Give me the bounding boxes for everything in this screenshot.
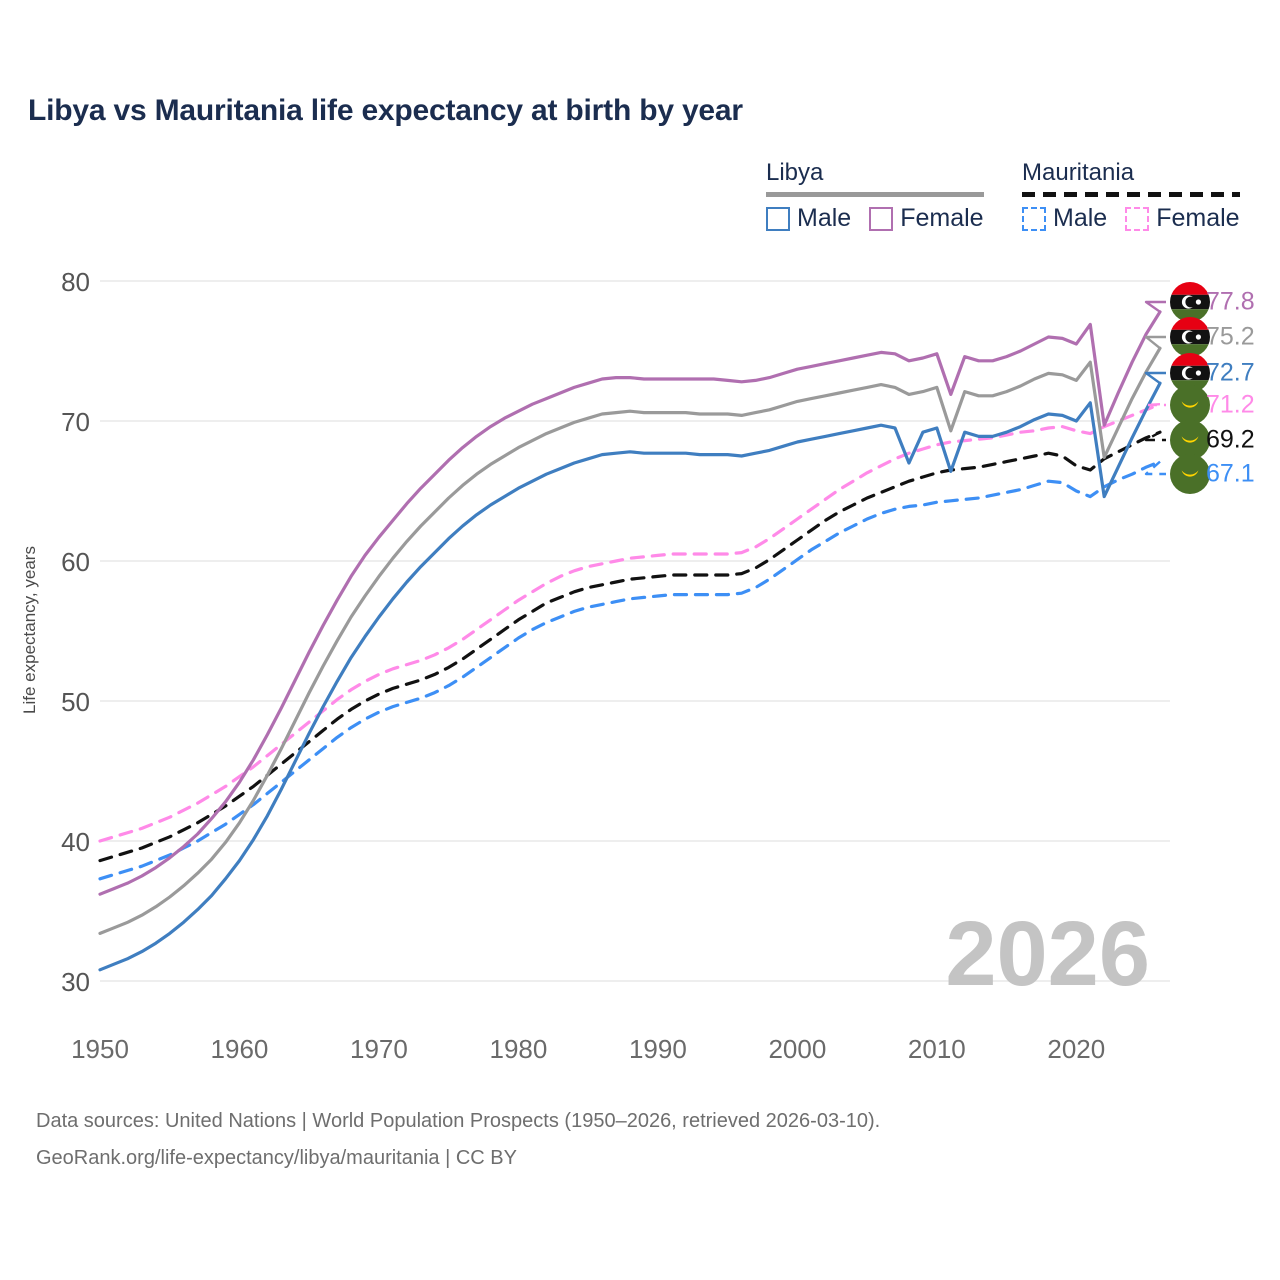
legend-group-mauritania: Mauritania Male Female [1022, 160, 1240, 231]
end-value-mauritania-male: 67.1 [1206, 460, 1255, 488]
y-axis-ticks: 30 40 50 60 70 80 [61, 267, 90, 997]
end-value-mauritania-female: 71.2 [1206, 391, 1255, 419]
end-value-libya-total: 75.2 [1206, 323, 1255, 351]
leader-line-mauritania-male [1144, 460, 1166, 476]
y-tick-label: 40 [61, 827, 90, 857]
legend-item-mauritania-female[interactable]: Female [1125, 204, 1240, 233]
x-tick-label: 1980 [489, 1034, 547, 1064]
page-title: Libya vs Mauritania life expectancy at b… [28, 94, 743, 127]
y-tick-label: 70 [61, 407, 90, 437]
flag-icon-libya [1170, 317, 1210, 357]
legend-country-libya: Libya [766, 159, 824, 186]
footer-line-1: Data sources: United Nations | World Pop… [36, 1110, 881, 1132]
footer-line-2: GeoRank.org/life-expectancy/libya/maurit… [36, 1147, 517, 1169]
leader-line-mauritania-total [1144, 431, 1166, 442]
end-value-mauritania-total: 69.2 [1206, 426, 1255, 454]
footer-credits: Data sources: United Nations | World Pop… [36, 1103, 880, 1177]
legend-item-libya-male[interactable]: Male [766, 206, 851, 231]
legend-rule-libya [766, 192, 984, 198]
leader-lines-group [1144, 300, 1166, 476]
legend-swatch-mauritania-male [1022, 206, 1046, 231]
leader-line-libya-male [1144, 371, 1166, 385]
watermark-text: 2026 [945, 903, 1150, 1005]
series-line-mauritania-male [98, 460, 1162, 881]
y-tick-label: 30 [61, 967, 90, 997]
flag-icon-mauritania [1170, 454, 1210, 494]
series-line-libya-female [98, 310, 1162, 896]
legend-label-mauritania-male: Male [1053, 204, 1108, 233]
series-line-mauritania-total [98, 430, 1162, 863]
legend-label-mauritania-female: Female [1156, 204, 1240, 233]
flag-icon-libya [1170, 282, 1210, 322]
flag-icon-mauritania [1170, 420, 1210, 460]
legend-label-libya-male: Male [797, 204, 852, 233]
series-line-libya-total [98, 346, 1162, 935]
leader-line-libya-total [1144, 335, 1166, 350]
y-tick-label: 60 [61, 547, 90, 577]
legend-swatch-libya-female [869, 206, 894, 231]
legend-item-mauritania-male[interactable]: Male [1022, 206, 1107, 231]
series-line-libya-male [98, 381, 1162, 972]
legend-rule-mauritania [1022, 192, 1240, 198]
legend-country-mauritania: Mauritania [1022, 159, 1135, 186]
y-tick-label: 80 [61, 267, 90, 297]
end-value-libya-female: 77.8 [1206, 288, 1255, 316]
end-value-libya-male: 72.7 [1206, 359, 1255, 387]
x-tick-label: 1970 [350, 1034, 408, 1064]
legend-swatch-libya-male [766, 206, 790, 231]
legend-item-libya-female[interactable]: Female [869, 204, 984, 233]
leader-line-libya-female [1144, 300, 1166, 313]
legend-label-libya-female: Female [900, 204, 984, 233]
gridlines [100, 280, 1170, 982]
x-tick-label: 2020 [1047, 1034, 1105, 1064]
x-tick-label: 1960 [211, 1034, 269, 1064]
leader-line-mauritania-female [1144, 403, 1166, 407]
x-tick-label: 2010 [908, 1034, 966, 1064]
legend-group-libya: Libya Male Female [766, 160, 984, 231]
year-watermark: 2026 [945, 903, 1150, 1005]
flag-icon-mauritania [1170, 385, 1210, 425]
x-tick-label: 1950 [71, 1034, 129, 1064]
x-tick-label: 2000 [768, 1034, 826, 1064]
y-tick-label: 50 [61, 687, 90, 717]
x-axis-ticks: 1950 1960 1970 1980 1990 2000 2010 2020 [71, 1034, 1105, 1064]
series-line-mauritania-female [98, 402, 1162, 843]
data-series-group [98, 310, 1162, 972]
chart-legend: Libya Male Female Mauritania Male [0, 160, 1280, 238]
x-tick-label: 1990 [629, 1034, 687, 1064]
legend-swatch-mauritania-female [1125, 206, 1150, 231]
end-labels-group: 77.8 75.2 72.7 71.2 69.2 67.1 [1170, 282, 1255, 494]
